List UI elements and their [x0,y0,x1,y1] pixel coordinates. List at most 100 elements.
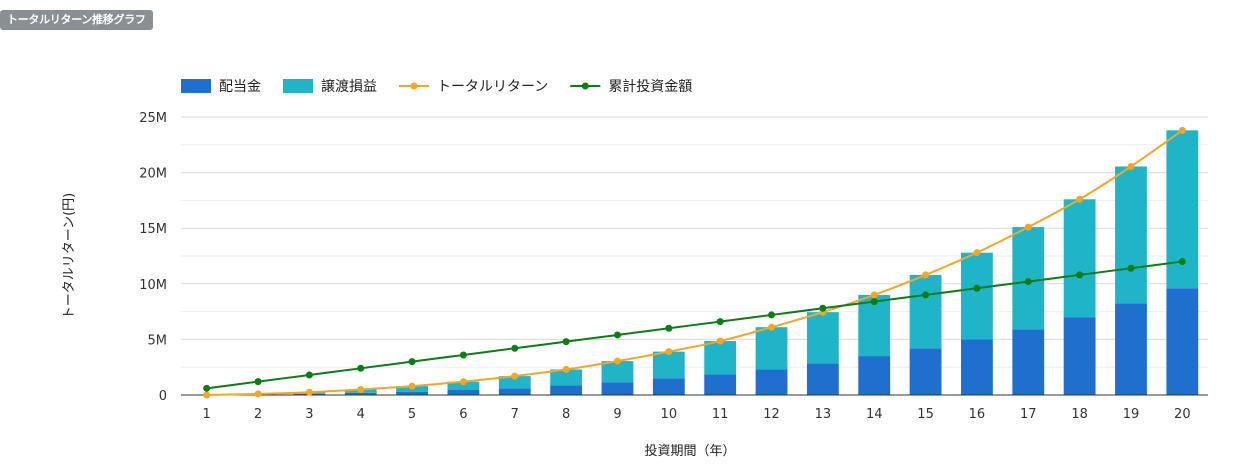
y-tick-label: 25M [139,111,167,126]
x-tick-label: 16 [969,407,986,422]
bar-dividend[interactable] [498,388,531,395]
total-return-point[interactable] [1024,223,1032,231]
cumulative-investment-point[interactable] [819,304,827,312]
cumulative-investment-point[interactable] [305,371,313,379]
x-tick-label: 7 [511,407,519,422]
total-return-point[interactable] [613,357,621,365]
bar-capital-gain[interactable] [601,361,634,383]
bar-capital-gain[interactable] [652,351,685,379]
bar-capital-gain[interactable] [755,327,788,370]
total-return-point[interactable] [870,291,878,299]
x-tick-label: 18 [1071,407,1088,422]
bar-capital-gain[interactable] [550,369,583,386]
bar-capital-gain[interactable] [909,274,942,349]
total-return-point[interactable] [305,388,313,396]
bar-dividend[interactable] [550,385,583,395]
x-tick-label: 19 [1123,407,1140,422]
x-tick-label: 1 [203,407,211,422]
bar-dividend[interactable] [1115,303,1147,395]
total-return-point[interactable] [973,249,981,257]
bar-capital-gain[interactable] [498,376,531,389]
cumulative-investment-point[interactable] [511,344,519,352]
cumulative-investment-line [206,260,1183,390]
cumulative-investment-point[interactable] [203,384,211,392]
cumulative-investment-point[interactable] [768,311,776,319]
bar-dividend[interactable] [806,363,839,395]
cumulative-investment-point[interactable] [459,351,467,359]
bar-capital-gain[interactable] [1063,199,1096,318]
total-return-point[interactable] [665,348,673,356]
x-tick-label: 10 [661,407,678,422]
legend-label-dividend[interactable]: 配当金 [219,79,261,95]
legend-swatch-dividend[interactable] [181,79,211,93]
x-tick-label: 4 [357,407,365,422]
x-tick-label: 13 [815,407,832,422]
bar-capital-gain[interactable] [704,341,737,375]
total-return-point[interactable] [562,365,570,373]
legend-label-capital-gain[interactable]: 譲渡損益 [321,79,377,95]
legend-swatch-capital-gain[interactable] [283,79,313,93]
legend-label-cumulative-investment[interactable]: 累計投資金額 [608,79,692,95]
bar-dividend[interactable] [344,392,377,395]
bar-dividend[interactable] [447,389,480,395]
total-return-point[interactable] [511,372,519,380]
bar-dividend[interactable] [909,348,942,395]
x-tick-label: 12 [763,407,780,422]
y-tick-label: 0 [159,389,167,404]
cumulative-investment-point[interactable] [1178,258,1186,266]
bar-dividend[interactable] [1063,317,1096,395]
bar-dividend[interactable] [652,378,685,395]
x-tick-label: 8 [562,407,570,422]
x-tick-label: 14 [866,407,883,422]
total-return-point[interactable] [203,391,211,399]
cumulative-investment-point[interactable] [408,358,416,366]
legend-label-total-return[interactable]: トータルリターン [437,79,548,95]
cumulative-investment-point[interactable] [613,331,621,339]
bar-dividend[interactable] [1012,329,1045,395]
bar-capital-gain[interactable] [806,312,839,364]
cumulative-investment-point[interactable] [870,298,878,306]
cumulative-investment-point[interactable] [665,324,673,332]
y-axis-title: トータルリターン(円) [62,193,77,320]
x-tick-label: 11 [712,407,729,422]
cumulative-investment-point[interactable] [1024,278,1032,286]
total-return-point[interactable] [254,390,262,398]
cumulative-investment-point[interactable] [973,284,981,292]
bar-dividend[interactable] [858,356,891,395]
bar-capital-gain[interactable] [447,381,480,390]
x-tick-label: 5 [408,407,416,422]
x-axis-title: 投資期間（年） [644,443,735,459]
total-return-point[interactable] [1076,195,1084,203]
total-return-point[interactable] [1127,162,1135,170]
bar-dividend[interactable] [1166,288,1199,395]
bar-capital-gain[interactable] [1115,166,1147,304]
total-return-point[interactable] [459,378,467,386]
cumulative-investment-point[interactable] [1127,264,1135,272]
bar-capital-gain[interactable] [961,252,993,340]
total-return-point[interactable] [716,337,724,345]
bar-dividend[interactable] [601,382,634,395]
cumulative-investment-point[interactable] [357,364,365,372]
cumulative-investment-point[interactable] [562,338,570,346]
x-tick-label: 20 [1174,407,1191,422]
legend-marker-cumulative-investment [581,82,589,90]
cumulative-investment-point[interactable] [254,378,262,386]
bar-dividend[interactable] [961,339,993,395]
bar-dividend[interactable] [396,391,428,395]
cumulative-investment-point[interactable] [922,291,930,299]
bar-dividend[interactable] [704,374,737,395]
bar-dividend[interactable] [755,369,788,395]
chart-title-badge: トータルリターン推移グラフ [0,10,153,30]
cumulative-investment-point[interactable] [1076,271,1084,279]
x-tick-label: 9 [613,407,621,422]
total-return-point[interactable] [922,271,930,279]
total-return-point[interactable] [768,323,776,331]
cumulative-investment-point[interactable] [716,318,724,326]
legend-marker-total-return [410,82,418,90]
bar-capital-gain[interactable] [858,294,891,357]
total-return-point[interactable] [1178,126,1186,134]
y-tick-label: 15M [139,222,167,237]
total-return-point[interactable] [357,385,365,393]
total-return-point[interactable] [408,382,416,390]
